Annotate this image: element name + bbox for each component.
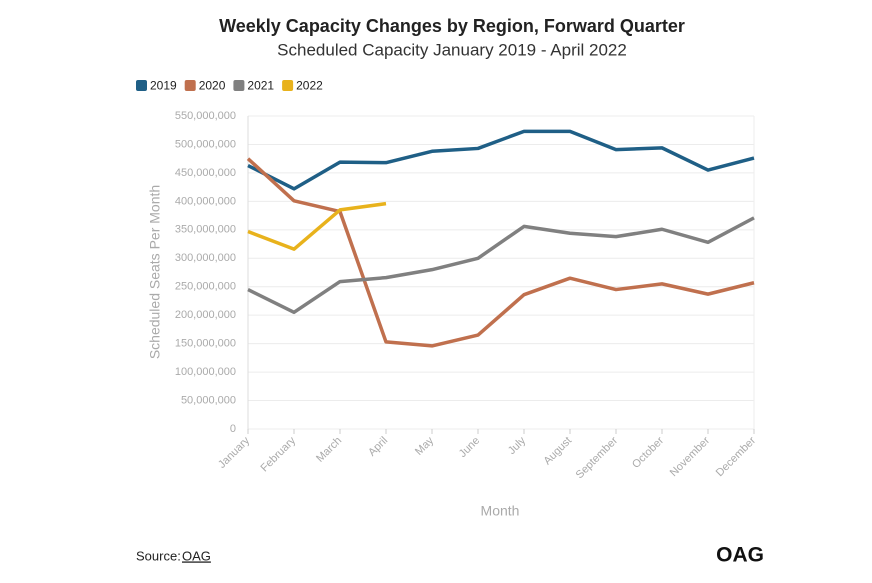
x-tick-label: December xyxy=(714,434,759,479)
logo: OAG xyxy=(716,544,764,567)
y-tick-label: 400,000,000 xyxy=(175,195,236,207)
x-tick-label: June xyxy=(457,435,482,460)
series-line xyxy=(247,129,755,191)
y-tick-label: 500,000,000 xyxy=(175,138,236,150)
y-tick-label: 250,000,000 xyxy=(175,281,236,293)
x-tick-label: August xyxy=(541,435,574,468)
x-tick-label: March xyxy=(314,435,344,465)
y-tick-label: 550,000,000 xyxy=(175,110,236,122)
y-tick-label: 300,000,000 xyxy=(175,252,236,264)
y-tick-label: 450,000,000 xyxy=(175,167,236,179)
y-tick-label: 200,000,000 xyxy=(175,309,236,321)
series-line xyxy=(247,201,387,251)
x-tick-label: February xyxy=(259,434,299,474)
series-line xyxy=(247,216,755,315)
y-tick-label: 0 xyxy=(230,423,236,435)
legend-swatch xyxy=(184,80,196,91)
legend-swatch xyxy=(136,80,147,91)
y-tick-label: 100,000,000 xyxy=(175,366,236,378)
legend-swatch xyxy=(282,80,294,91)
legend-swatch xyxy=(233,80,245,91)
x-tick-label: May xyxy=(413,434,437,458)
y-tick-label: 350,000,000 xyxy=(175,224,236,236)
chart-subtitle: Scheduled Capacity January 2019 - April … xyxy=(277,40,627,59)
source-link[interactable]: OAG xyxy=(182,548,211,563)
y-tick-label: 50,000,000 xyxy=(181,394,236,406)
x-axis-label: Month xyxy=(481,503,520,519)
x-tick-label: November xyxy=(668,434,713,479)
source-label: Source: xyxy=(136,548,181,563)
chart-title: Weekly Capacity Changes by Region, Forwa… xyxy=(219,16,685,36)
x-tick-label: April xyxy=(366,435,390,459)
y-tick-label: 150,000,000 xyxy=(175,338,236,350)
legend-label: 2021 xyxy=(247,79,274,93)
x-tick-label: January xyxy=(216,434,253,471)
legend-label: 2019 xyxy=(150,79,177,93)
legend-label: 2022 xyxy=(296,79,323,93)
x-tick-label: October xyxy=(630,434,666,470)
x-tick-label: September xyxy=(574,434,621,481)
legend-label: 2020 xyxy=(199,79,226,93)
series-line xyxy=(246,157,755,348)
y-axis-label: Scheduled Seats Per Month xyxy=(147,185,163,359)
x-tick-label: July xyxy=(506,434,529,457)
